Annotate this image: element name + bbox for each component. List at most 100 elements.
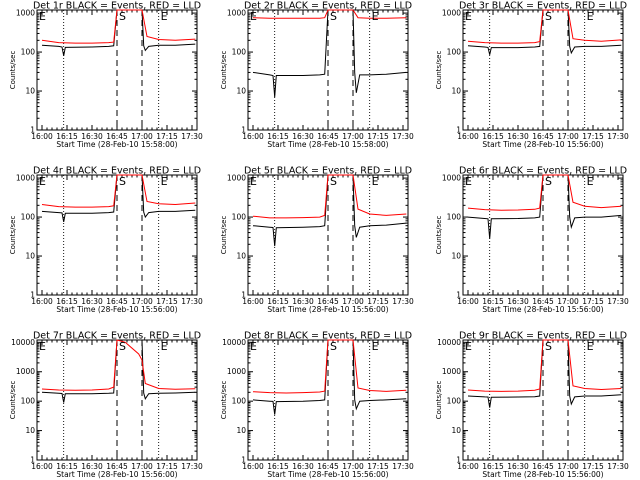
y-tick-label: 100: [447, 213, 462, 222]
series-red-line: [41, 339, 196, 391]
marker-label-e: E: [372, 175, 379, 188]
y-tick-label: 10000: [11, 338, 35, 347]
y-axis-label: Counts/sec: [9, 381, 17, 420]
marker-label-e: E: [161, 340, 168, 353]
chart-title: Det 5r BLACK = Events, RED = LLD: [244, 166, 412, 177]
x-tick-label: 16:15: [482, 297, 504, 306]
panel-3: Det 3r BLACK = Events, RED = LLD 1 10 100 10…: [435, 1, 629, 150]
y-tick-label: 100: [232, 48, 247, 57]
marker-label-e: E: [587, 10, 594, 23]
y-axis-label: Counts/sec: [220, 216, 228, 255]
x-tick-label: 17:00: [342, 132, 364, 141]
x-tick-label: 17:30: [392, 297, 414, 306]
y-tick-label: 100: [21, 213, 36, 222]
series-red-line: [467, 339, 622, 392]
x-tick-label: 16:00: [31, 132, 53, 141]
y-axis-label: Counts/sec: [435, 381, 443, 420]
y-tick-label: 1000: [227, 174, 246, 183]
x-tick-label: 16:15: [56, 462, 78, 471]
y-tick-label: 1000: [442, 174, 461, 183]
marker-label-e: E: [372, 340, 379, 353]
x-tick-label: 16:15: [56, 132, 78, 141]
y-axis-label: Counts/sec: [435, 51, 443, 90]
x-tick-label: 16:30: [81, 297, 103, 306]
x-tick-label: 17:30: [607, 297, 629, 306]
series-red-line: [252, 174, 407, 219]
x-tick-label: 17:15: [367, 132, 389, 141]
x-tick-label: 16:30: [507, 462, 529, 471]
x-tick-label: 16:30: [507, 132, 529, 141]
y-tick-label: 1: [241, 126, 246, 135]
x-tick-label: 17:15: [367, 462, 389, 471]
x-axis-label: Start Time (28-Feb-10 15:56:00): [56, 305, 177, 314]
marker-label-e: E: [587, 340, 594, 353]
y-tick-label: 1: [456, 456, 461, 465]
x-tick-label: 17:00: [557, 297, 579, 306]
x-axis-label: Start Time (28-Feb-10 15:56:00): [267, 305, 388, 314]
x-tick-label: 16:00: [457, 132, 479, 141]
x-tick-label: 16:45: [317, 297, 339, 306]
y-tick-label: 100: [21, 397, 36, 406]
x-tick-label: 16:45: [317, 462, 339, 471]
series-red-line: [467, 9, 622, 44]
marker-label-e: E: [465, 175, 472, 188]
marker-label-s: S: [545, 175, 552, 188]
y-tick-label: 1: [30, 291, 35, 300]
marker-label-s: S: [545, 340, 552, 353]
panel-1: Det 1r BLACK = Events, RED = LLD 1 10 100 10…: [9, 1, 203, 150]
panel-4: Det 4r BLACK = Events, RED = LLD 1 10 100 10…: [9, 166, 203, 315]
marker-label-e: E: [587, 175, 594, 188]
x-tick-label: 16:45: [106, 132, 128, 141]
chart-title: Det 9r BLACK = Events, RED = LLD: [459, 331, 627, 342]
x-tick-label: 17:00: [557, 132, 579, 141]
x-tick-label: 16:15: [56, 297, 78, 306]
x-tick-label: 17:30: [181, 297, 203, 306]
x-tick-label: 16:45: [532, 462, 554, 471]
x-tick-label: 16:45: [532, 297, 554, 306]
panel-9: Det 9r BLACK = Events, RED = LLD 1 10 100 10…: [435, 331, 629, 480]
x-tick-label: 17:00: [342, 462, 364, 471]
x-tick-label: 17:00: [131, 297, 153, 306]
y-tick-label: 10: [451, 87, 461, 96]
y-tick-label: 10: [25, 426, 35, 435]
y-tick-label: 1: [241, 291, 246, 300]
x-tick-label: 17:15: [582, 132, 604, 141]
chart-title: Det 2r BLACK = Events, RED = LLD: [244, 1, 412, 12]
x-tick-label: 17:30: [181, 462, 203, 471]
x-tick-label: 16:15: [267, 297, 289, 306]
y-axis-label: Counts/sec: [220, 381, 228, 420]
y-tick-label: 1000: [16, 174, 35, 183]
panel-2: Det 2r BLACK = Events, RED = LLD 1 10 100 10…: [220, 1, 414, 150]
marker-label-s: S: [119, 340, 126, 353]
x-tick-label: 16:15: [482, 132, 504, 141]
x-tick-label: 17:15: [582, 462, 604, 471]
y-tick-label: 100: [232, 397, 247, 406]
x-tick-label: 17:30: [181, 132, 203, 141]
y-axis-label: Counts/sec: [9, 216, 17, 255]
y-tick-label: 1: [30, 126, 35, 135]
x-axis-label: Start Time (28-Feb-10 15:56:00): [482, 470, 603, 479]
marker-label-e: E: [250, 175, 257, 188]
marker-label-e: E: [161, 10, 168, 23]
y-tick-label: 10: [25, 87, 35, 96]
y-tick-label: 1000: [227, 367, 246, 376]
x-axis-label: Start Time (28-Feb-10 15:56:00): [482, 140, 603, 149]
x-tick-label: 17:30: [607, 462, 629, 471]
chart-title: Det 8r BLACK = Events, RED = LLD: [244, 331, 412, 342]
x-axis-label: Start Time (28-Feb-10 15:56:00): [267, 470, 388, 479]
marker-label-e: E: [465, 10, 472, 23]
marker-label-e: E: [465, 340, 472, 353]
y-axis-label: Counts/sec: [435, 216, 443, 255]
y-tick-label: 1: [241, 456, 246, 465]
marker-label-e: E: [39, 10, 46, 23]
marker-label-s: S: [119, 175, 126, 188]
y-axis-label: Counts/sec: [220, 51, 228, 90]
y-tick-label: 10: [451, 426, 461, 435]
y-tick-label: 10: [236, 252, 246, 261]
y-axis-label: Counts/sec: [9, 51, 17, 90]
x-tick-label: 16:45: [106, 462, 128, 471]
y-tick-label: 10: [451, 252, 461, 261]
x-tick-label: 16:00: [31, 297, 53, 306]
marker-label-e: E: [250, 340, 257, 353]
x-tick-label: 16:00: [31, 462, 53, 471]
